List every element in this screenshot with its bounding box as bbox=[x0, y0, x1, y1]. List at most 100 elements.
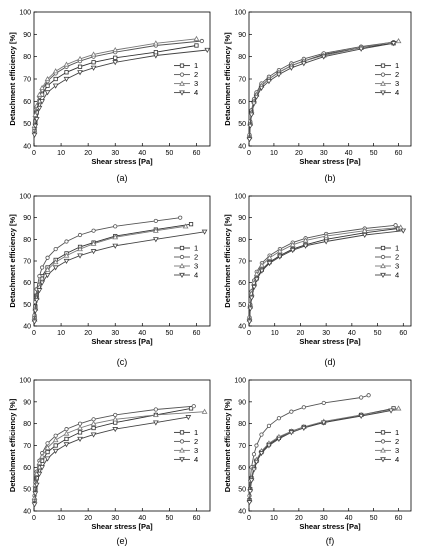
legend-marker bbox=[179, 272, 185, 279]
y-tick-label: 90 bbox=[238, 32, 246, 39]
series-3 bbox=[31, 35, 200, 128]
y-tick-label: 40 bbox=[238, 324, 246, 331]
panel-6: 40 50 60 70 80 90 100 0 10 20 30 40 50 60 Shear stress… bbox=[223, 378, 412, 546]
data-point bbox=[32, 123, 39, 129]
data-point bbox=[53, 433, 58, 438]
data-point bbox=[91, 417, 96, 422]
series-line bbox=[34, 407, 192, 501]
x-tick-label: 10 bbox=[270, 150, 278, 157]
panel-2: 40 50 60 70 80 90 100 0 10 20 30 40 50 60 Shear stress… bbox=[223, 10, 412, 183]
series-4 bbox=[31, 229, 208, 325]
data-point bbox=[247, 123, 254, 129]
y-tick-label: 100 bbox=[234, 10, 246, 17]
data-point bbox=[302, 243, 309, 249]
data-point bbox=[52, 83, 59, 89]
y-tick-label: 50 bbox=[238, 302, 246, 309]
data-point bbox=[64, 427, 69, 432]
panel-caption: (f) bbox=[326, 536, 335, 546]
data-point bbox=[53, 443, 58, 448]
data-point bbox=[152, 40, 159, 46]
data-point bbox=[201, 408, 208, 414]
x-tick-label: 40 bbox=[345, 150, 353, 157]
x-tick-label: 50 bbox=[374, 330, 382, 337]
data-point bbox=[258, 268, 265, 274]
data-point bbox=[45, 449, 50, 455]
data-point bbox=[39, 465, 46, 471]
legend-marker bbox=[380, 457, 386, 463]
legend-marker bbox=[380, 80, 386, 86]
legend-label: 4 bbox=[194, 88, 198, 97]
data-point bbox=[276, 248, 283, 254]
x-tick-label: 10 bbox=[57, 330, 65, 337]
x-tick-label: 30 bbox=[111, 515, 119, 522]
data-point bbox=[251, 101, 257, 107]
data-point bbox=[45, 255, 50, 260]
data-point bbox=[45, 441, 50, 446]
legend-label: 2 bbox=[194, 253, 198, 262]
data-point bbox=[251, 284, 258, 291]
x-tick-label: 20 bbox=[295, 150, 303, 157]
data-point bbox=[44, 266, 51, 272]
x-tick-label: 20 bbox=[84, 515, 92, 522]
data-point bbox=[112, 416, 119, 422]
data-point bbox=[246, 500, 253, 506]
data-point bbox=[266, 443, 272, 449]
y-tick-label: 80 bbox=[23, 237, 31, 244]
legend-label: 1 bbox=[194, 61, 198, 70]
legend-marker bbox=[179, 430, 185, 435]
data-point bbox=[44, 456, 51, 462]
x-tick-label: 30 bbox=[320, 515, 328, 522]
y-tick-label: 60 bbox=[23, 280, 31, 287]
data-point bbox=[400, 228, 407, 234]
data-point bbox=[266, 423, 272, 428]
data-point bbox=[63, 258, 70, 265]
data-point bbox=[253, 277, 260, 283]
y-tick-label: 100 bbox=[19, 378, 31, 385]
data-point bbox=[77, 232, 83, 238]
y-axis-label: Detachment efficiency [%] bbox=[223, 214, 232, 308]
x-tick-label: 20 bbox=[84, 330, 92, 337]
legend-label: 4 bbox=[194, 271, 198, 280]
y-tick-label: 60 bbox=[23, 99, 31, 106]
data-point bbox=[63, 430, 70, 436]
y-tick-label: 100 bbox=[19, 194, 31, 201]
data-point bbox=[45, 83, 50, 88]
legend-label: 1 bbox=[194, 244, 198, 253]
data-point bbox=[77, 55, 83, 61]
data-point bbox=[64, 436, 69, 442]
data-point bbox=[254, 443, 259, 448]
legend-label: 2 bbox=[395, 437, 399, 446]
data-point bbox=[90, 240, 97, 246]
legend-marker bbox=[380, 262, 386, 269]
y-tick-label: 40 bbox=[23, 509, 31, 516]
legend-label: 2 bbox=[194, 437, 198, 446]
data-point bbox=[36, 471, 43, 477]
data-point bbox=[113, 412, 118, 418]
data-point bbox=[248, 478, 255, 484]
data-point bbox=[153, 50, 158, 55]
series-2 bbox=[247, 393, 371, 498]
x-tick-label: 60 bbox=[395, 515, 403, 522]
data-point bbox=[77, 436, 83, 442]
x-tick-label: 30 bbox=[322, 330, 330, 337]
x-tick-label: 40 bbox=[138, 150, 146, 157]
data-point bbox=[77, 430, 83, 435]
data-point bbox=[358, 46, 365, 52]
data-point bbox=[323, 233, 330, 239]
y-tick-label: 90 bbox=[238, 399, 246, 406]
series-1 bbox=[32, 43, 199, 133]
series-line bbox=[249, 42, 394, 140]
data-point bbox=[276, 254, 283, 260]
y-tick-label: 70 bbox=[23, 259, 31, 266]
y-axis-label: Detachment efficiency [%] bbox=[223, 398, 232, 492]
legend-label: 4 bbox=[395, 455, 399, 464]
series-4 bbox=[31, 47, 211, 138]
data-point bbox=[152, 411, 159, 418]
data-point bbox=[112, 60, 119, 66]
x-tick-label: 30 bbox=[111, 330, 119, 337]
x-tick-label: 40 bbox=[138, 515, 146, 522]
data-point bbox=[152, 227, 159, 233]
